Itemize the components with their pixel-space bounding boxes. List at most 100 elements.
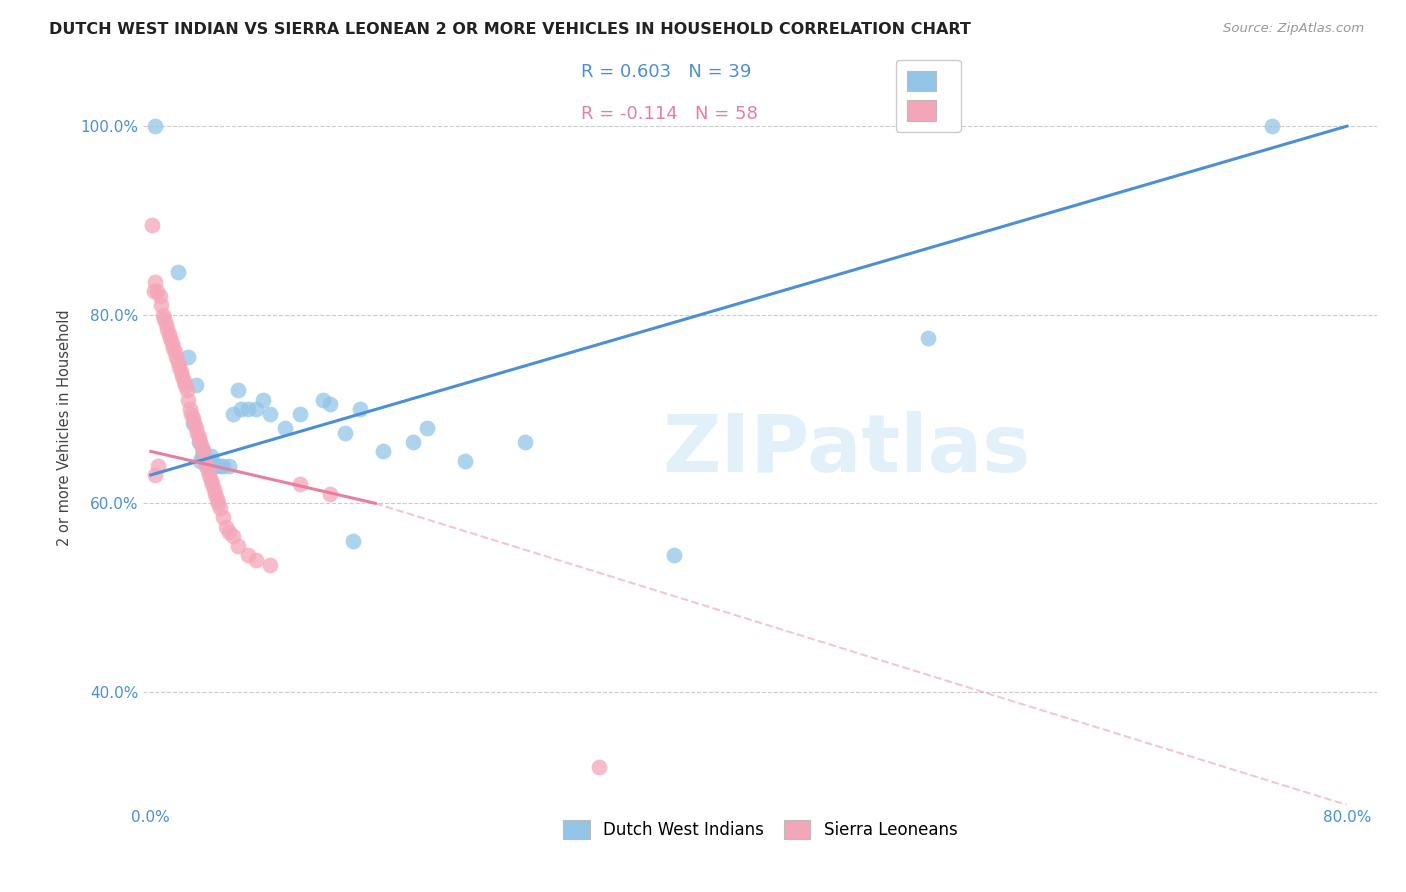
Point [183, 416, 205, 430]
Point [259, 407, 281, 421]
Point [197, 454, 219, 468]
Point [211, 510, 233, 524]
Point [184, 421, 207, 435]
Point [143, 467, 166, 482]
Point [194, 454, 217, 468]
Point [150, 298, 173, 312]
Point [208, 458, 231, 473]
Point [162, 341, 184, 355]
Point [170, 364, 193, 378]
Point [172, 369, 194, 384]
Point [179, 402, 201, 417]
Point [146, 284, 169, 298]
Point [252, 392, 274, 407]
Point [1261, 119, 1284, 133]
Point [177, 392, 200, 407]
Legend: Dutch West Indians, Sierra Leoneans: Dutch West Indians, Sierra Leoneans [557, 814, 965, 846]
Point [259, 558, 281, 572]
Point [274, 421, 297, 435]
Point [156, 322, 179, 336]
Text: R = 0.603   N = 39: R = 0.603 N = 39 [581, 63, 752, 81]
Point [186, 425, 208, 440]
Point [200, 473, 222, 487]
Point [342, 533, 364, 548]
Point [588, 760, 610, 774]
Point [188, 454, 211, 468]
Point [335, 425, 357, 440]
Point [226, 383, 249, 397]
Point [207, 496, 229, 510]
Point [143, 275, 166, 289]
Point [197, 463, 219, 477]
Point [187, 430, 209, 444]
Point [201, 477, 224, 491]
Point [141, 218, 163, 232]
Text: R = -0.114   N = 58: R = -0.114 N = 58 [581, 104, 758, 122]
Point [229, 402, 252, 417]
Point [200, 449, 222, 463]
Point [201, 454, 224, 468]
Point [205, 491, 228, 506]
Point [193, 444, 215, 458]
Point [187, 435, 209, 450]
Point [349, 402, 371, 417]
Point [208, 500, 231, 515]
Text: ZIPatlas: ZIPatlas [662, 411, 1031, 490]
Point [181, 416, 204, 430]
Point [193, 444, 215, 458]
Point [190, 440, 212, 454]
Point [153, 312, 176, 326]
Point [416, 421, 439, 435]
Point [371, 444, 394, 458]
Point [160, 336, 183, 351]
Point [163, 345, 186, 359]
Point [173, 374, 195, 388]
Point [188, 435, 211, 450]
Point [513, 435, 536, 450]
Point [177, 350, 200, 364]
Point [222, 529, 245, 543]
Point [312, 392, 335, 407]
Point [245, 553, 267, 567]
Point [198, 467, 221, 482]
Point [236, 402, 259, 417]
Point [142, 284, 165, 298]
Point [181, 411, 204, 425]
Point [190, 449, 212, 463]
Point [143, 119, 166, 133]
Point [165, 350, 187, 364]
Point [664, 548, 686, 562]
Text: DUTCH WEST INDIAN VS SIERRA LEONEAN 2 OR MORE VEHICLES IN HOUSEHOLD CORRELATION : DUTCH WEST INDIAN VS SIERRA LEONEAN 2 OR… [49, 22, 972, 37]
Point [218, 458, 240, 473]
Point [148, 458, 170, 473]
Point [202, 482, 225, 496]
Text: Source: ZipAtlas.com: Source: ZipAtlas.com [1223, 22, 1364, 36]
Point [204, 458, 226, 473]
Point [401, 435, 423, 450]
Point [218, 524, 240, 539]
Point [245, 402, 267, 417]
Point [167, 359, 190, 374]
Point [159, 331, 181, 345]
Point [155, 317, 177, 331]
Point [166, 265, 188, 279]
Point [290, 477, 312, 491]
Point [166, 355, 188, 369]
Point [214, 520, 236, 534]
Point [204, 487, 226, 501]
Point [454, 454, 477, 468]
Y-axis label: 2 or more Vehicles in Household: 2 or more Vehicles in Household [58, 310, 72, 546]
Point [917, 331, 939, 345]
Point [211, 458, 233, 473]
Point [226, 539, 249, 553]
Point [319, 487, 342, 501]
Point [176, 383, 198, 397]
Point [152, 308, 174, 322]
Point [195, 458, 218, 473]
Point [319, 397, 342, 411]
Point [194, 454, 217, 468]
Point [222, 407, 245, 421]
Point [290, 407, 312, 421]
Point [157, 326, 180, 341]
Point [236, 548, 259, 562]
